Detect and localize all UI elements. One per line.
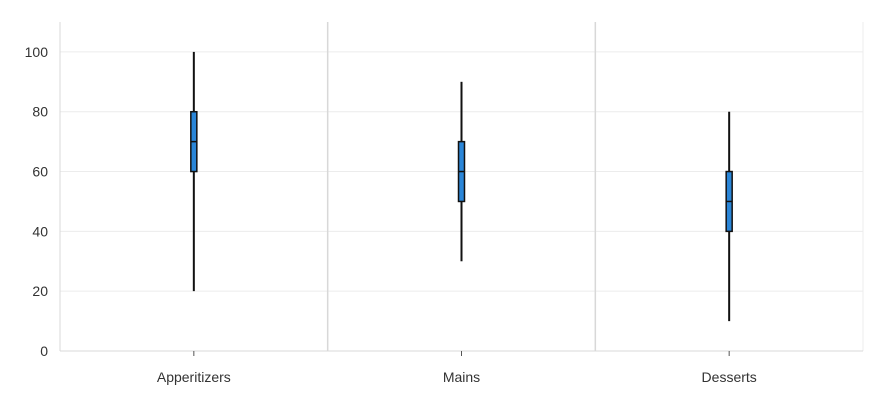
x-tick-label: Apperitizers: [157, 369, 231, 385]
y-tick-label: 60: [32, 164, 48, 180]
y-axis-tick-labels: 0 20 40 60 80 100: [25, 44, 49, 359]
y-tick-label: 100: [25, 44, 49, 60]
y-tick-label: 20: [32, 283, 48, 299]
category-separators: [326, 22, 864, 351]
boxes: [190, 51, 733, 322]
y-tick-label: 40: [32, 223, 48, 239]
x-axis-tick-labels: Apperitizers Mains Desserts: [157, 351, 757, 385]
y-tick-label: 0: [40, 343, 48, 359]
y-tick-label: 80: [32, 104, 48, 120]
x-tick-label: Desserts: [702, 369, 757, 385]
box-apperitizers: [190, 51, 198, 292]
x-tick-label: Mains: [443, 369, 480, 385]
box-desserts: [725, 111, 733, 322]
box-mains: [457, 81, 466, 262]
